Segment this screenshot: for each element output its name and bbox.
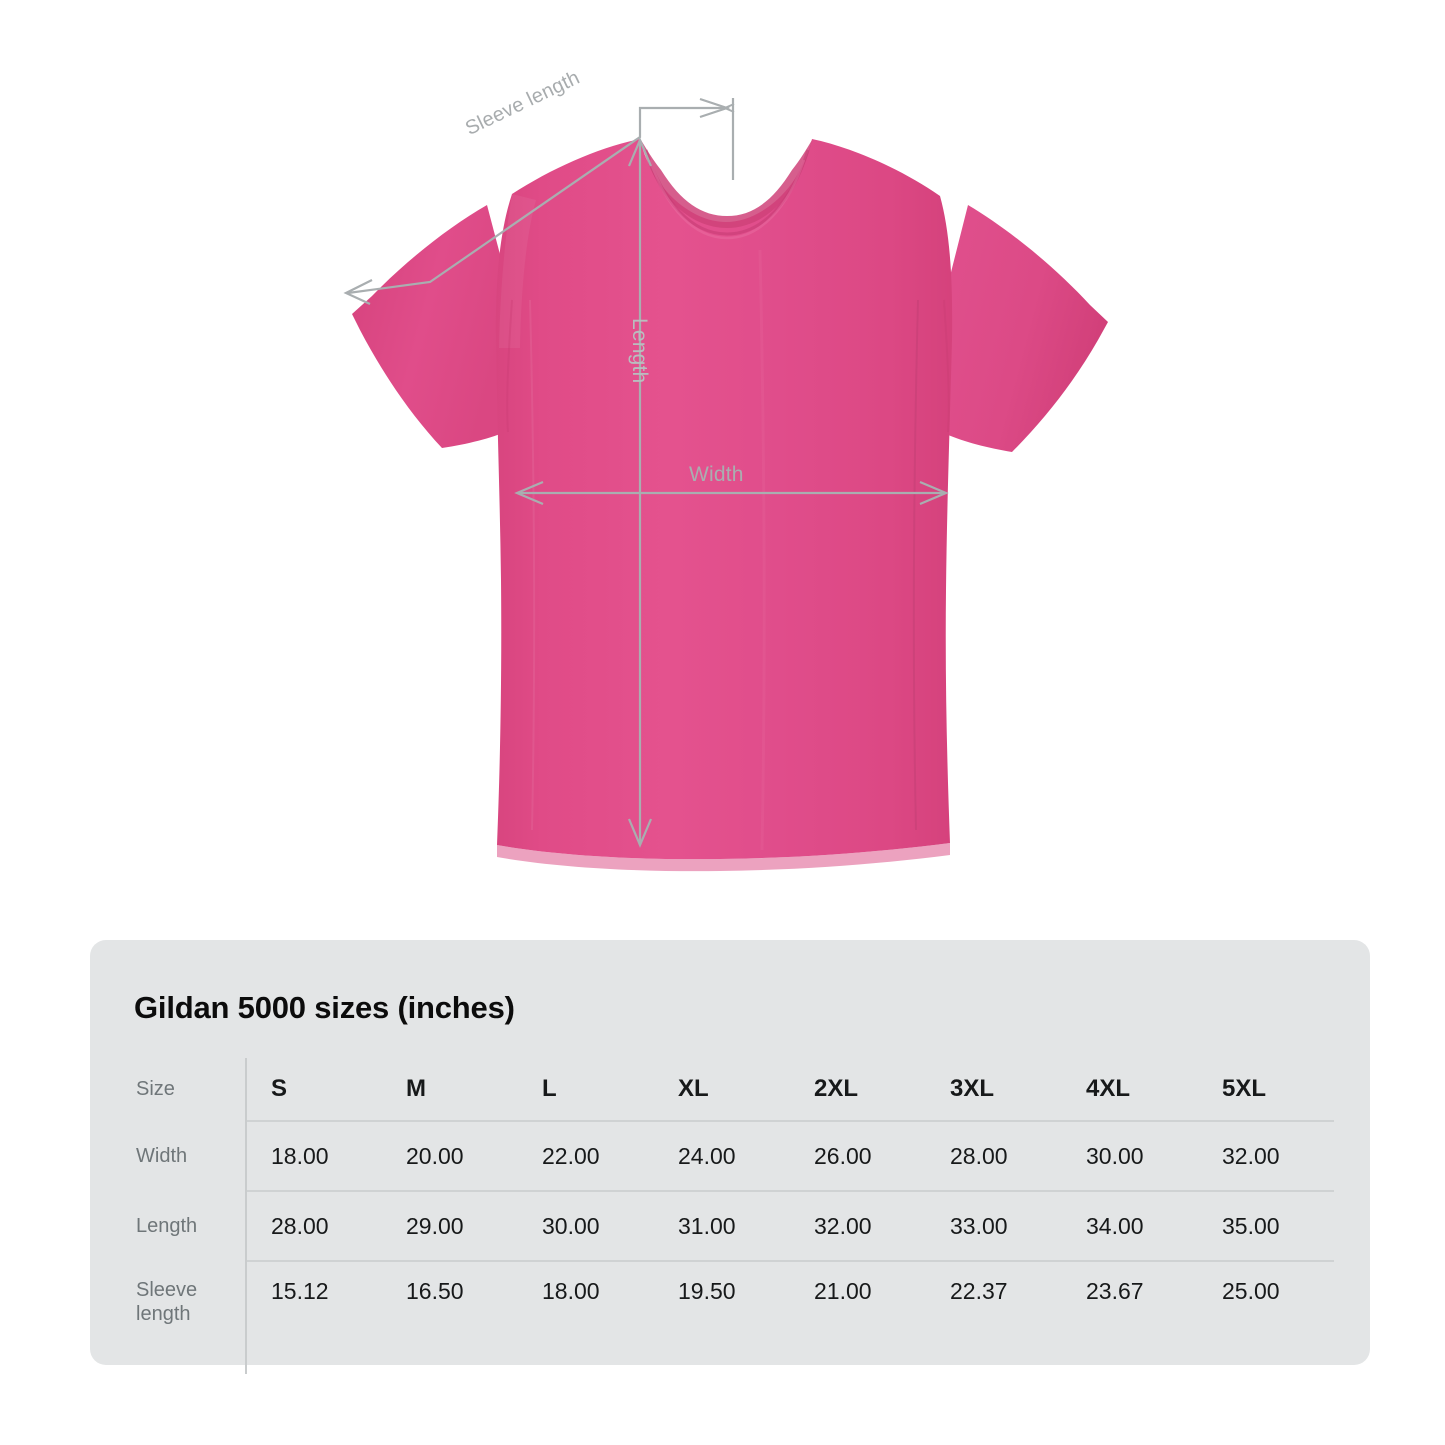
table-cell: 31.00 (654, 1190, 790, 1261)
table-cell: 21.00 (790, 1260, 926, 1374)
tshirt-illustration (343, 97, 1108, 872)
size-header-label: Size (134, 1058, 247, 1121)
table-cell: 26.00 (790, 1120, 926, 1191)
row-label-length: Length (134, 1191, 247, 1261)
right-sleeve (944, 205, 1108, 452)
collar-highlight (648, 159, 806, 240)
fold-left (529, 299, 536, 831)
table-cell: 33.00 (926, 1190, 1062, 1261)
collar-rib (641, 140, 812, 228)
sleeve-length-arrow-left (343, 279, 373, 305)
length-dimension-label: Length (628, 318, 651, 384)
length-arrow-top (627, 137, 653, 167)
table-cell: 22.37 (926, 1260, 1062, 1374)
row-label-width: Width (134, 1121, 247, 1191)
left-armpit-seam (506, 299, 513, 433)
table-cell: 15.12 (246, 1260, 382, 1374)
size-column-m: M (406, 1075, 426, 1102)
measurement-guides (343, 97, 949, 848)
size-column-2xl: 2XL (814, 1075, 859, 1102)
size-table: Size S M L XL 2XL 3XL 4XL 5XL Width 18.0… (134, 1058, 1334, 1374)
size-column-xl: XL (678, 1075, 709, 1102)
shirt-body-group (352, 139, 1108, 872)
table-cell: 30.00 (518, 1190, 654, 1261)
width-dimension-label: Width (689, 463, 744, 486)
table-cell: 16.50 (382, 1260, 518, 1374)
length-arrow-bottom (627, 818, 653, 848)
size-table-body: Width 18.00 20.00 22.00 24.00 26.00 28.0… (134, 1120, 1334, 1374)
table-cell: 32.00 (1198, 1120, 1334, 1191)
table-cell: 30.00 (1062, 1120, 1198, 1191)
collar-inner-line (644, 149, 810, 236)
table-row: Sleeve length 15.12 16.50 18.00 19.50 21… (134, 1260, 1334, 1374)
tshirt-diagram: Sleeve length Length Width (343, 67, 1108, 872)
size-column-4xl: 4XL (1086, 1075, 1131, 1102)
width-arrow-right (919, 480, 949, 506)
size-column-5xl: 5XL (1222, 1075, 1267, 1102)
table-cell: 28.00 (246, 1190, 382, 1261)
row-label-sleeve-length: Sleeve length (134, 1261, 247, 1374)
table-cell: 35.00 (1198, 1190, 1334, 1261)
table-cell: 20.00 (382, 1120, 518, 1191)
table-cell: 25.00 (1198, 1260, 1334, 1374)
sleeve-length-arrow-right (699, 97, 731, 119)
fold-right (912, 299, 919, 831)
table-header-row: Size S M L XL 2XL 3XL 4XL 5XL (134, 1058, 1334, 1121)
left-shoulder-shade (499, 194, 536, 348)
table-cell: 28.00 (926, 1120, 1062, 1191)
bottom-hem (497, 843, 950, 872)
fold-center (758, 249, 766, 851)
table-cell: 22.00 (518, 1120, 654, 1191)
table-cell: 32.00 (790, 1190, 926, 1261)
shirt-torso (495, 139, 953, 860)
size-column-l: L (542, 1075, 557, 1102)
sleeve-length-guide (347, 108, 725, 295)
table-cell: 18.00 (518, 1260, 654, 1374)
size-column-3xl: 3XL (950, 1075, 995, 1102)
table-cell: 34.00 (1062, 1190, 1198, 1261)
size-column-s: S (271, 1075, 288, 1102)
size-table-head: Size S M L XL 2XL 3XL 4XL 5XL (134, 1058, 1334, 1121)
right-armpit-seam (943, 299, 950, 433)
width-arrow-left (514, 480, 544, 506)
table-cell: 18.00 (246, 1120, 382, 1191)
table-cell: 23.67 (1062, 1260, 1198, 1374)
page-title: Gildan 5000 sizes (inches) (134, 990, 515, 1025)
size-table-container: Size S M L XL 2XL 3XL 4XL 5XL Width 18.0… (134, 1058, 1336, 1374)
size-chart-panel: Gildan 5000 sizes (inches) Size S M L XL… (90, 940, 1370, 1374)
table-row: Width 18.00 20.00 22.00 24.00 26.00 28.0… (134, 1120, 1334, 1191)
table-cell: 19.50 (654, 1260, 790, 1374)
left-sleeve (352, 205, 512, 448)
table-cell: 29.00 (382, 1190, 518, 1261)
table-row: Length 28.00 29.00 30.00 31.00 32.00 33.… (134, 1190, 1334, 1261)
table-cell: 24.00 (654, 1120, 790, 1191)
